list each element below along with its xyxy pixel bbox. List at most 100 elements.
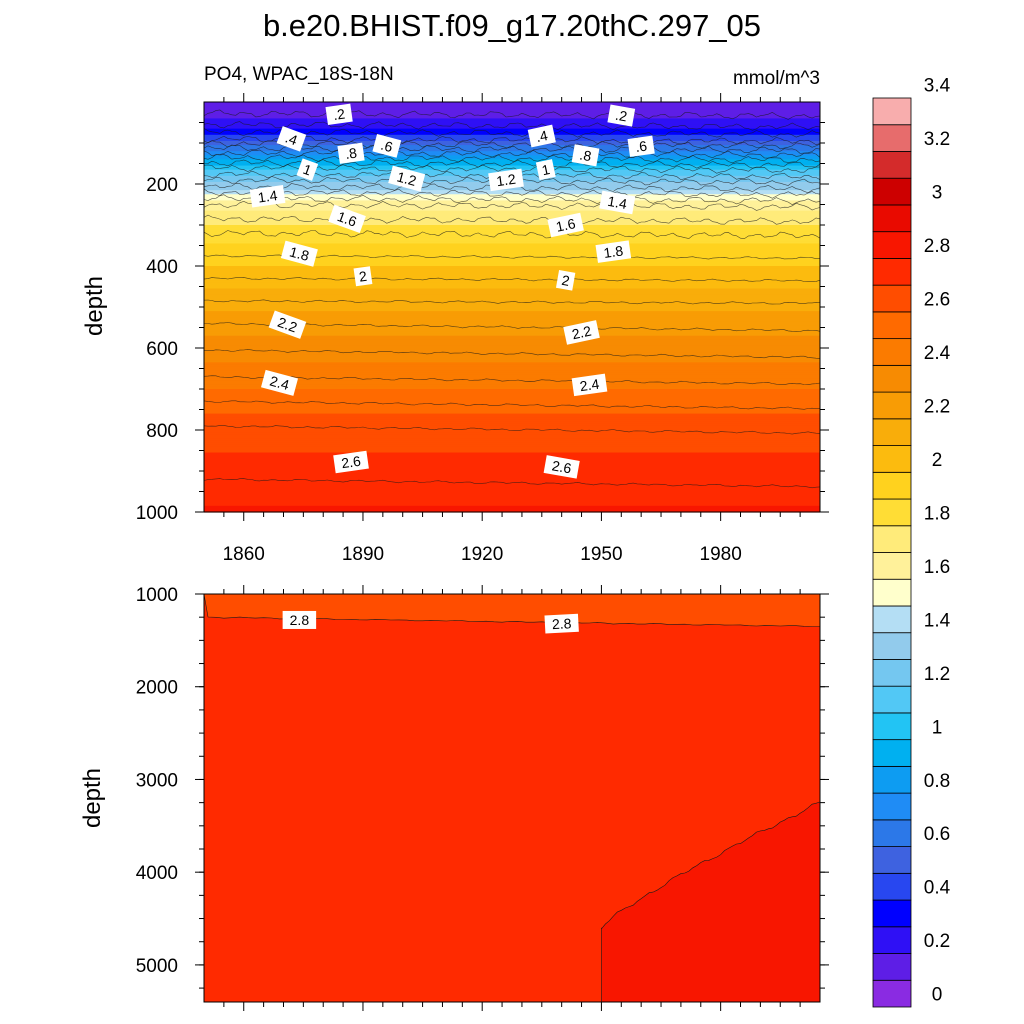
contour-label-box — [607, 104, 636, 127]
colorbar-box — [872, 338, 912, 366]
contour-line — [203, 478, 821, 489]
contour-label-box — [488, 168, 524, 192]
depth-band — [204, 466, 820, 470]
depth-band — [204, 372, 820, 376]
depth-band — [204, 487, 820, 491]
depth-band — [204, 348, 820, 351]
depth-band — [204, 315, 820, 318]
depth-band — [204, 194, 820, 197]
lower-axes: 1000 2000 3000 4000 5000 — [136, 585, 829, 1011]
contour-label-box — [249, 185, 286, 208]
contour-label-box — [547, 212, 584, 238]
contour-label: 1.6 — [547, 212, 584, 238]
depth-band — [204, 147, 820, 150]
depth-band — [204, 188, 820, 191]
depth-band — [204, 339, 820, 343]
colorbar-box — [872, 204, 912, 233]
depth-band — [204, 143, 820, 146]
depth-band — [204, 307, 820, 310]
contour-label-box — [282, 610, 317, 629]
contour-label: 2.6 — [333, 450, 369, 474]
contour-label-box — [571, 144, 600, 167]
depth-band — [204, 140, 820, 144]
depth-band — [204, 327, 820, 331]
colorbar-box — [872, 445, 912, 473]
contour-line — [203, 135, 821, 146]
contour-label: 1.4 — [249, 185, 286, 208]
depth-band — [204, 108, 820, 111]
depth-band — [204, 509, 820, 513]
depth-band — [204, 116, 820, 119]
depth-band — [204, 233, 820, 236]
y-tick-label: 200 — [146, 175, 178, 196]
depth-band — [204, 405, 820, 409]
colorbar-label: 2 — [932, 450, 943, 471]
colorbar-label: 0.8 — [924, 771, 950, 792]
depth-band — [204, 259, 820, 263]
depth-band — [204, 432, 820, 435]
contour-label-text: .4 — [534, 127, 549, 145]
depth-band — [204, 499, 820, 503]
depth-band — [204, 446, 820, 450]
contour-label: 2.2 — [268, 310, 307, 339]
colorbar-box — [872, 552, 912, 580]
colorbar-label: 0.4 — [924, 878, 951, 899]
lower-contour-labels: 2.8 2.8 — [282, 610, 579, 634]
depth-band — [204, 450, 820, 454]
contour-label: 1.8 — [280, 240, 318, 267]
depth-band — [204, 483, 820, 486]
depth-band — [204, 495, 820, 499]
contour-label: 1 — [296, 158, 319, 181]
depth-band — [204, 163, 820, 167]
depth-band — [204, 120, 820, 124]
contour-label-text: 2.2 — [570, 323, 593, 343]
contour-label-text: .8 — [578, 146, 592, 164]
upper-contour-fill — [204, 102, 820, 513]
contour-label-box — [337, 142, 365, 164]
contour-line — [203, 299, 821, 305]
depth-band — [204, 165, 820, 169]
depth-band — [204, 239, 820, 242]
depth-band — [204, 118, 820, 122]
depth-band — [204, 225, 820, 228]
colorbar-label: 3.2 — [924, 129, 950, 150]
depth-band — [204, 425, 820, 429]
contour-label-text: 1.6 — [554, 215, 577, 235]
depth-band — [204, 368, 820, 372]
depth-band — [204, 460, 820, 464]
contour-label-text: .6 — [379, 137, 395, 156]
contour-line — [204, 322, 821, 332]
depth-band — [204, 380, 820, 384]
depth-band — [204, 122, 820, 126]
depth-band — [204, 288, 820, 292]
depth-band — [204, 214, 820, 218]
depth-band — [204, 329, 820, 333]
depth-band — [204, 282, 820, 286]
depth-band — [204, 106, 820, 109]
depth-band — [204, 448, 820, 452]
depth-band — [204, 136, 820, 140]
contour-label-text: 2 — [358, 268, 368, 285]
contour-label-text: 2.6 — [340, 453, 362, 472]
depth-band — [204, 208, 820, 212]
contour-line — [203, 277, 821, 283]
depth-band — [204, 212, 820, 216]
depth-band — [204, 300, 820, 304]
depth-band — [204, 270, 820, 273]
depth-band — [204, 235, 820, 238]
depth-band — [204, 501, 820, 505]
depth-band — [204, 403, 820, 406]
contour-label-text: 1.4 — [606, 193, 628, 212]
contour-label: 1.6 — [328, 204, 366, 234]
contour-label: 2.6 — [543, 455, 580, 479]
contour-label: 2.4 — [571, 373, 608, 397]
upper-panel: .2 .2 .4 .4 .6 .6 .8 .8 1 1 1.2 1.2 1.4 1.4 1.6 1.6 1.8 1… — [81, 93, 829, 565]
depth-band — [204, 124, 820, 128]
depth-band — [204, 456, 820, 460]
depth-band — [204, 309, 820, 312]
contour-line — [203, 194, 821, 205]
colorbar-box — [872, 284, 912, 313]
colorbar-label: 0.2 — [924, 931, 950, 952]
y-tick-label: 5000 — [136, 956, 178, 977]
contour-label-text: 1.2 — [395, 168, 418, 189]
